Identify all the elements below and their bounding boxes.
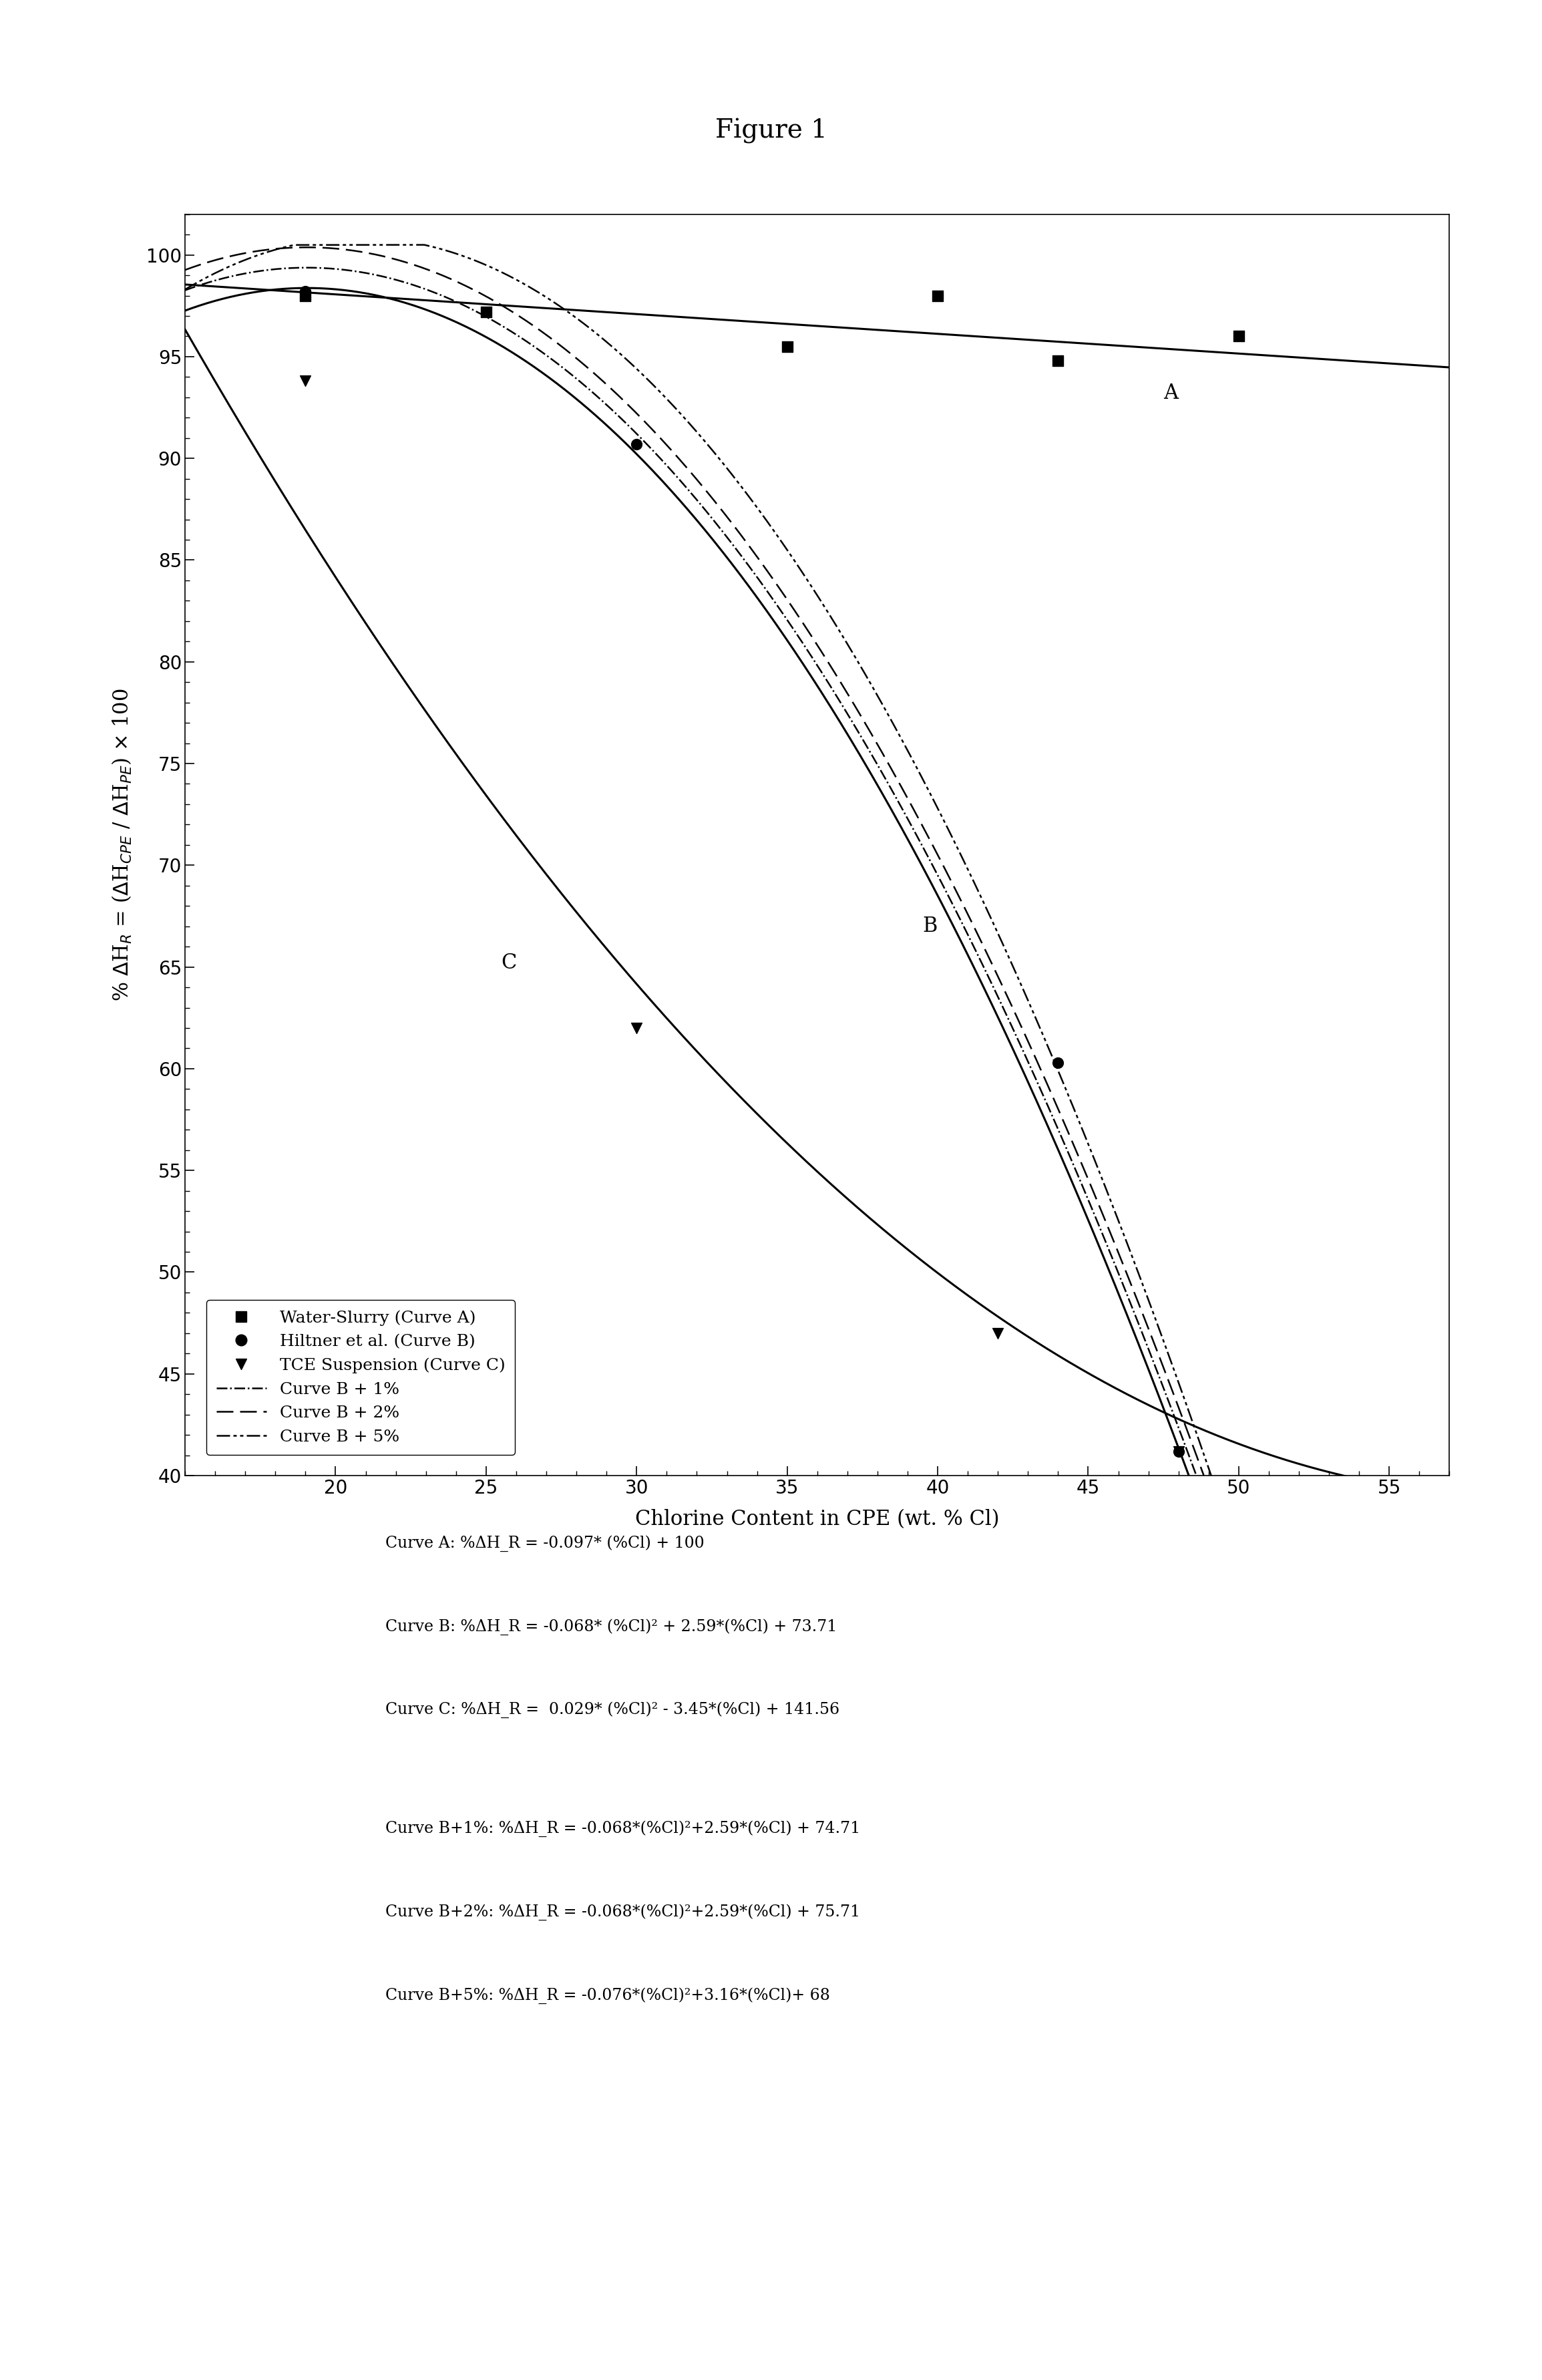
- Text: Curve B: %ΔH_R = -0.068* (%Cl)² + 2.59*(%Cl) + 73.71: Curve B: %ΔH_R = -0.068* (%Cl)² + 2.59*(…: [386, 1618, 837, 1635]
- Point: [985, 1314, 1010, 1352]
- Y-axis label: % $\Delta$H$_R$ = ($\Delta$H$_{CPE}$ / $\Delta$H$_{PE}$) $\times$ 100: % $\Delta$H$_R$ = ($\Delta$H$_{CPE}$ / $…: [111, 688, 133, 1002]
- Text: Curve C: %ΔH_R =  0.029* (%Cl)² - 3.45*(%Cl) + 141.56: Curve C: %ΔH_R = 0.029* (%Cl)² - 3.45*(%…: [386, 1702, 840, 1718]
- Point: [625, 426, 649, 464]
- Text: C: C: [501, 952, 517, 973]
- Text: Curve B+1%: %ΔH_R = -0.068*(%Cl)²+2.59*(%Cl) + 74.71: Curve B+1%: %ΔH_R = -0.068*(%Cl)²+2.59*(…: [386, 1821, 860, 1837]
- Point: [1045, 1042, 1070, 1081]
- Text: B: B: [922, 916, 938, 938]
- Point: [1226, 317, 1251, 355]
- Text: Curve A: %ΔH_R = -0.097* (%Cl) + 100: Curve A: %ΔH_R = -0.097* (%Cl) + 100: [386, 1535, 705, 1552]
- Point: [293, 271, 318, 309]
- Text: Figure 1: Figure 1: [715, 119, 827, 143]
- Point: [625, 1009, 649, 1047]
- Point: [293, 276, 318, 314]
- X-axis label: Chlorine Content in CPE (wt. % Cl): Chlorine Content in CPE (wt. % Cl): [635, 1509, 999, 1530]
- Text: Curve B+2%: %ΔH_R = -0.068*(%Cl)²+2.59*(%Cl) + 75.71: Curve B+2%: %ΔH_R = -0.068*(%Cl)²+2.59*(…: [386, 1904, 860, 1921]
- Point: [925, 276, 950, 314]
- Text: Curve B+5%: %ΔH_R = -0.076*(%Cl)²+3.16*(%Cl)+ 68: Curve B+5%: %ΔH_R = -0.076*(%Cl)²+3.16*(…: [386, 1987, 830, 2004]
- Point: [293, 362, 318, 400]
- Point: [1166, 1433, 1190, 1471]
- Point: [774, 328, 799, 367]
- Point: [473, 293, 498, 331]
- Point: [1045, 343, 1070, 381]
- Point: [1166, 1433, 1190, 1471]
- Legend: Water-Slurry (Curve A), Hiltner et al. (Curve B), TCE Suspension (Curve C), Curv: Water-Slurry (Curve A), Hiltner et al. (…: [207, 1299, 515, 1454]
- Text: A: A: [1164, 383, 1178, 405]
